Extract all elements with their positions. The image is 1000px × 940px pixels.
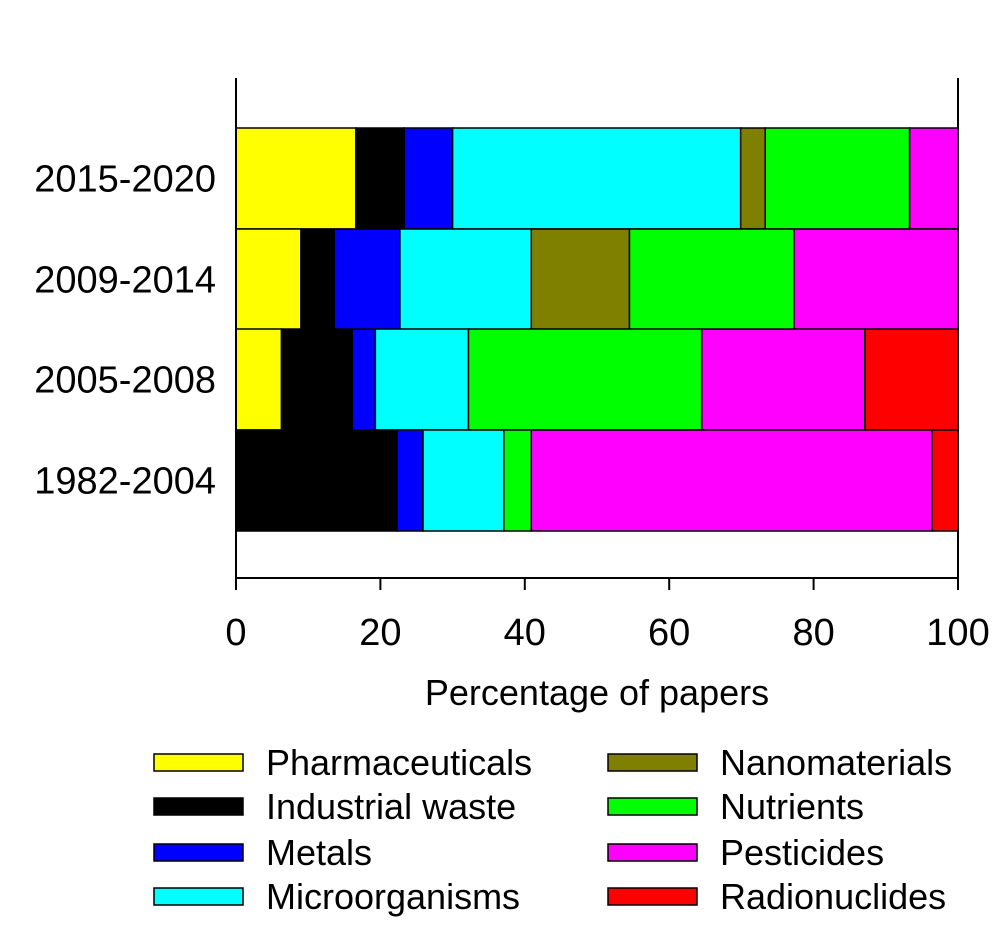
x-ticks: 0 20 40 60 80 100 xyxy=(225,578,990,654)
bar-segment-2-1 xyxy=(280,328,353,431)
category-labels: 2015-2020 2009-2014 2005-2008 1982-2004 xyxy=(34,159,216,503)
bar-segment-3-6 xyxy=(530,429,933,532)
x-tick-label-5: 100 xyxy=(926,612,989,654)
bar-segment-3-5 xyxy=(503,429,533,532)
legend-label-5: Nutrients xyxy=(720,786,864,827)
category-label-3: 1982-2004 xyxy=(34,461,216,503)
bar-segment-1-5 xyxy=(628,228,795,331)
bar-segment-1-4 xyxy=(530,228,631,331)
legend-swatch-5 xyxy=(607,797,698,816)
x-tick-label-0: 0 xyxy=(225,612,246,654)
bars xyxy=(235,127,959,532)
x-axis-title: Percentage of papers xyxy=(425,672,769,713)
category-label-0: 2015-2020 xyxy=(34,159,216,201)
bar-segment-3-1 xyxy=(235,429,398,532)
legend-swatch-1 xyxy=(153,797,244,816)
legend-swatch-3 xyxy=(153,887,244,906)
x-tick-label-4: 80 xyxy=(792,612,834,654)
legend-swatch-0 xyxy=(153,753,244,772)
category-label-1: 2009-2014 xyxy=(34,260,216,302)
legend-label-4: Nanomaterials xyxy=(720,742,952,783)
legend-label-3: Microorganisms xyxy=(266,876,520,917)
bar-segment-2-3 xyxy=(374,328,470,431)
x-tick-label-3: 60 xyxy=(648,612,690,654)
bar-segment-1-0 xyxy=(235,228,302,331)
bar-segment-3-3 xyxy=(422,429,505,532)
legend-swatch-7 xyxy=(607,887,698,906)
bar-segment-0-4 xyxy=(739,127,766,230)
category-label-2: 2005-2008 xyxy=(34,360,216,402)
x-tick-label-1: 20 xyxy=(359,612,401,654)
bar-segment-0-0 xyxy=(235,127,357,230)
legend-label-0: Pharmaceuticals xyxy=(266,742,532,783)
bar-segment-2-0 xyxy=(235,328,283,431)
bar-segment-1-6 xyxy=(793,228,959,331)
bar-segment-2-6 xyxy=(700,328,866,431)
legend-label-7: Radionuclides xyxy=(720,876,946,917)
legend-label-2: Metals xyxy=(266,832,372,873)
bar-segment-0-3 xyxy=(451,127,742,230)
legend-label-1: Industrial waste xyxy=(266,786,516,827)
bar-segment-0-1 xyxy=(355,127,405,230)
bar-segment-3-2 xyxy=(396,429,424,532)
axes xyxy=(235,78,959,579)
bar-segment-0-6 xyxy=(908,127,959,230)
bar-segment-1-1 xyxy=(300,228,335,331)
bar-segment-0-5 xyxy=(764,127,911,230)
legend-swatch-2 xyxy=(153,843,244,862)
bar-segment-1-2 xyxy=(333,228,401,331)
bar-segment-1-3 xyxy=(399,228,533,331)
bar-segment-2-7 xyxy=(864,328,959,431)
legend-swatch-6 xyxy=(607,843,698,862)
legend-swatch-4 xyxy=(607,753,698,772)
bar-segment-0-2 xyxy=(403,127,454,230)
bar-segment-2-2 xyxy=(351,328,377,431)
legend-label-6: Pesticides xyxy=(720,832,884,873)
bar-segment-3-7 xyxy=(931,429,959,532)
bar-segment-2-5 xyxy=(467,328,703,431)
x-tick-label-2: 40 xyxy=(504,612,546,654)
